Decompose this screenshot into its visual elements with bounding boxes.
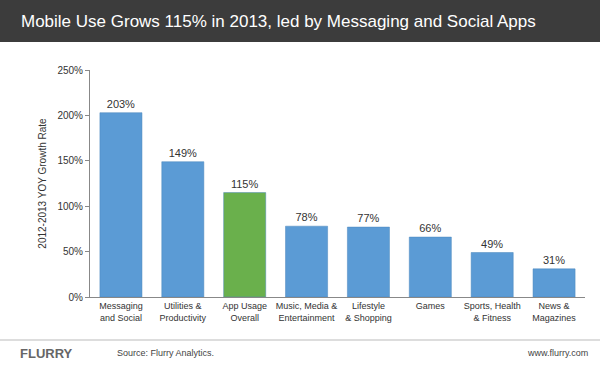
svg-text:News &Magazines: News &Magazines [532,301,576,323]
svg-text:FLURRY: FLURRY [20,346,73,361]
svg-text:77%: 77% [357,212,379,224]
svg-text:149%: 149% [169,147,197,159]
svg-text:250%: 250% [57,65,83,76]
svg-text:Messagingand Social: Messagingand Social [99,301,143,323]
svg-text:App UsageOverall: App UsageOverall [222,301,267,323]
svg-text:Source: Flurry Analytics.: Source: Flurry Analytics. [117,348,214,358]
svg-text:50%: 50% [63,246,83,257]
svg-text:2012-2013 YOY Growth Rate: 2012-2013 YOY Growth Rate [37,118,48,249]
svg-text:150%: 150% [57,155,83,166]
svg-text:203%: 203% [107,98,135,110]
svg-text:Lifestyle& Shopping: Lifestyle& Shopping [345,301,392,323]
svg-text:115%: 115% [231,178,259,190]
svg-text:200%: 200% [57,110,83,121]
svg-text:78%: 78% [295,211,317,223]
svg-text:Utilities &Productivity: Utilities &Productivity [160,301,207,323]
svg-text:Games: Games [416,301,446,311]
svg-text:www.flurry.com: www.flurry.com [527,348,588,358]
svg-text:Mobile Use Grows 115% in 2013,: Mobile Use Grows 115% in 2013, led by Me… [21,12,536,31]
svg-text:0%: 0% [69,292,84,303]
svg-text:66%: 66% [419,222,441,234]
svg-text:49%: 49% [481,238,503,250]
svg-text:100%: 100% [57,201,83,212]
svg-text:Sports, Health& Fitness: Sports, Health& Fitness [464,301,521,323]
svg-text:31%: 31% [543,254,565,266]
svg-text:Music, Media &Entertainment: Music, Media &Entertainment [276,301,338,323]
